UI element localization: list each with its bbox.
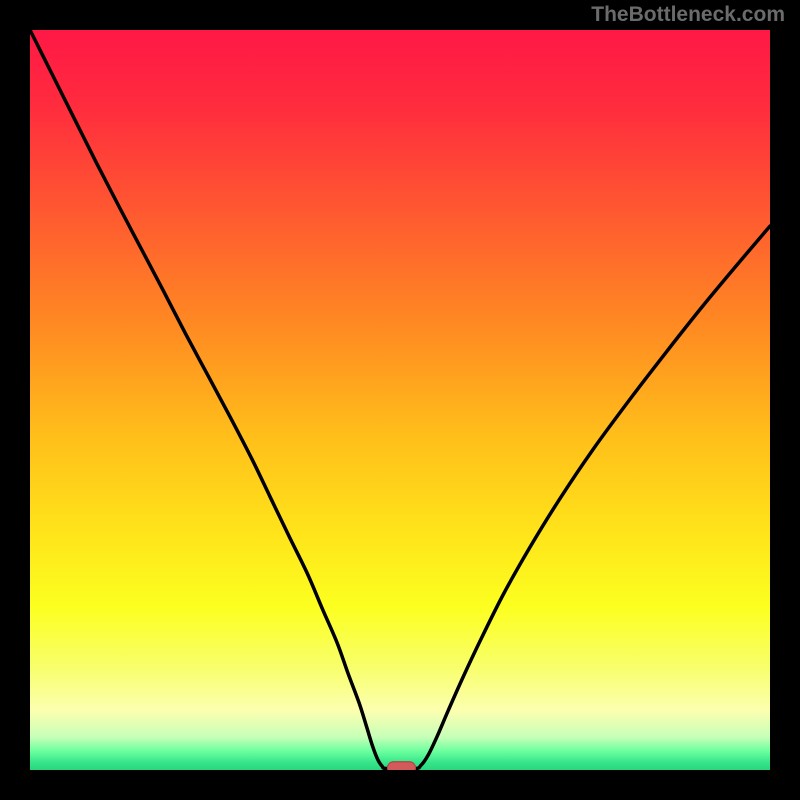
plot-area — [30, 30, 770, 770]
watermark-text: TheBottleneck.com — [591, 3, 785, 27]
optimal-marker — [387, 762, 415, 770]
bottleneck-curve — [30, 30, 770, 769]
chart-container: TheBottleneck.com — [0, 0, 800, 800]
curve-layer — [30, 30, 770, 770]
